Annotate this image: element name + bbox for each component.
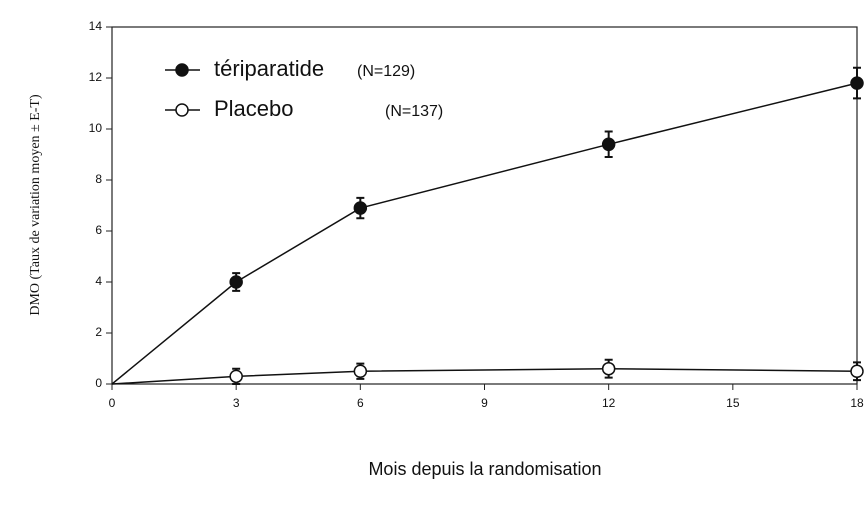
y-axis-label: DMO (Taux de variation moyen ± E-T) [28, 94, 43, 316]
x-tick-label: 18 [850, 396, 864, 410]
x-tick-label: 0 [109, 396, 116, 410]
x-tick-label: 15 [726, 396, 740, 410]
y-tick-label: 6 [95, 223, 102, 237]
legend-n: (N=129) [357, 63, 415, 80]
y-tick-label: 10 [89, 121, 103, 135]
data-point [850, 364, 864, 378]
series-line [111, 367, 858, 385]
legend-marker [175, 63, 189, 77]
data-point [229, 369, 243, 384]
y-tick-label: 0 [95, 376, 102, 390]
y-tick-label: 12 [89, 70, 103, 84]
y-tick-label: 4 [95, 274, 102, 288]
data-point [850, 76, 864, 90]
data-point [353, 364, 368, 378]
x-tick-label: 12 [602, 396, 616, 410]
legend-label: Placebo [214, 96, 294, 121]
data-point [353, 201, 368, 215]
legend-label: tériparatide [214, 56, 324, 81]
series-line [111, 82, 858, 385]
data-point [601, 137, 616, 152]
data-point [229, 275, 243, 289]
x-tick-label: 9 [481, 396, 488, 410]
x-tick-label: 3 [233, 396, 240, 410]
legend-marker [175, 103, 189, 117]
data-point [601, 361, 616, 376]
x-tick-label: 6 [357, 396, 364, 410]
legend-n: (N=137) [385, 103, 443, 120]
y-tick-label: 14 [89, 19, 103, 33]
y-tick-label: 8 [95, 172, 102, 186]
x-axis-label: Mois depuis la randomisation [368, 459, 601, 479]
y-tick-label: 2 [95, 325, 102, 339]
